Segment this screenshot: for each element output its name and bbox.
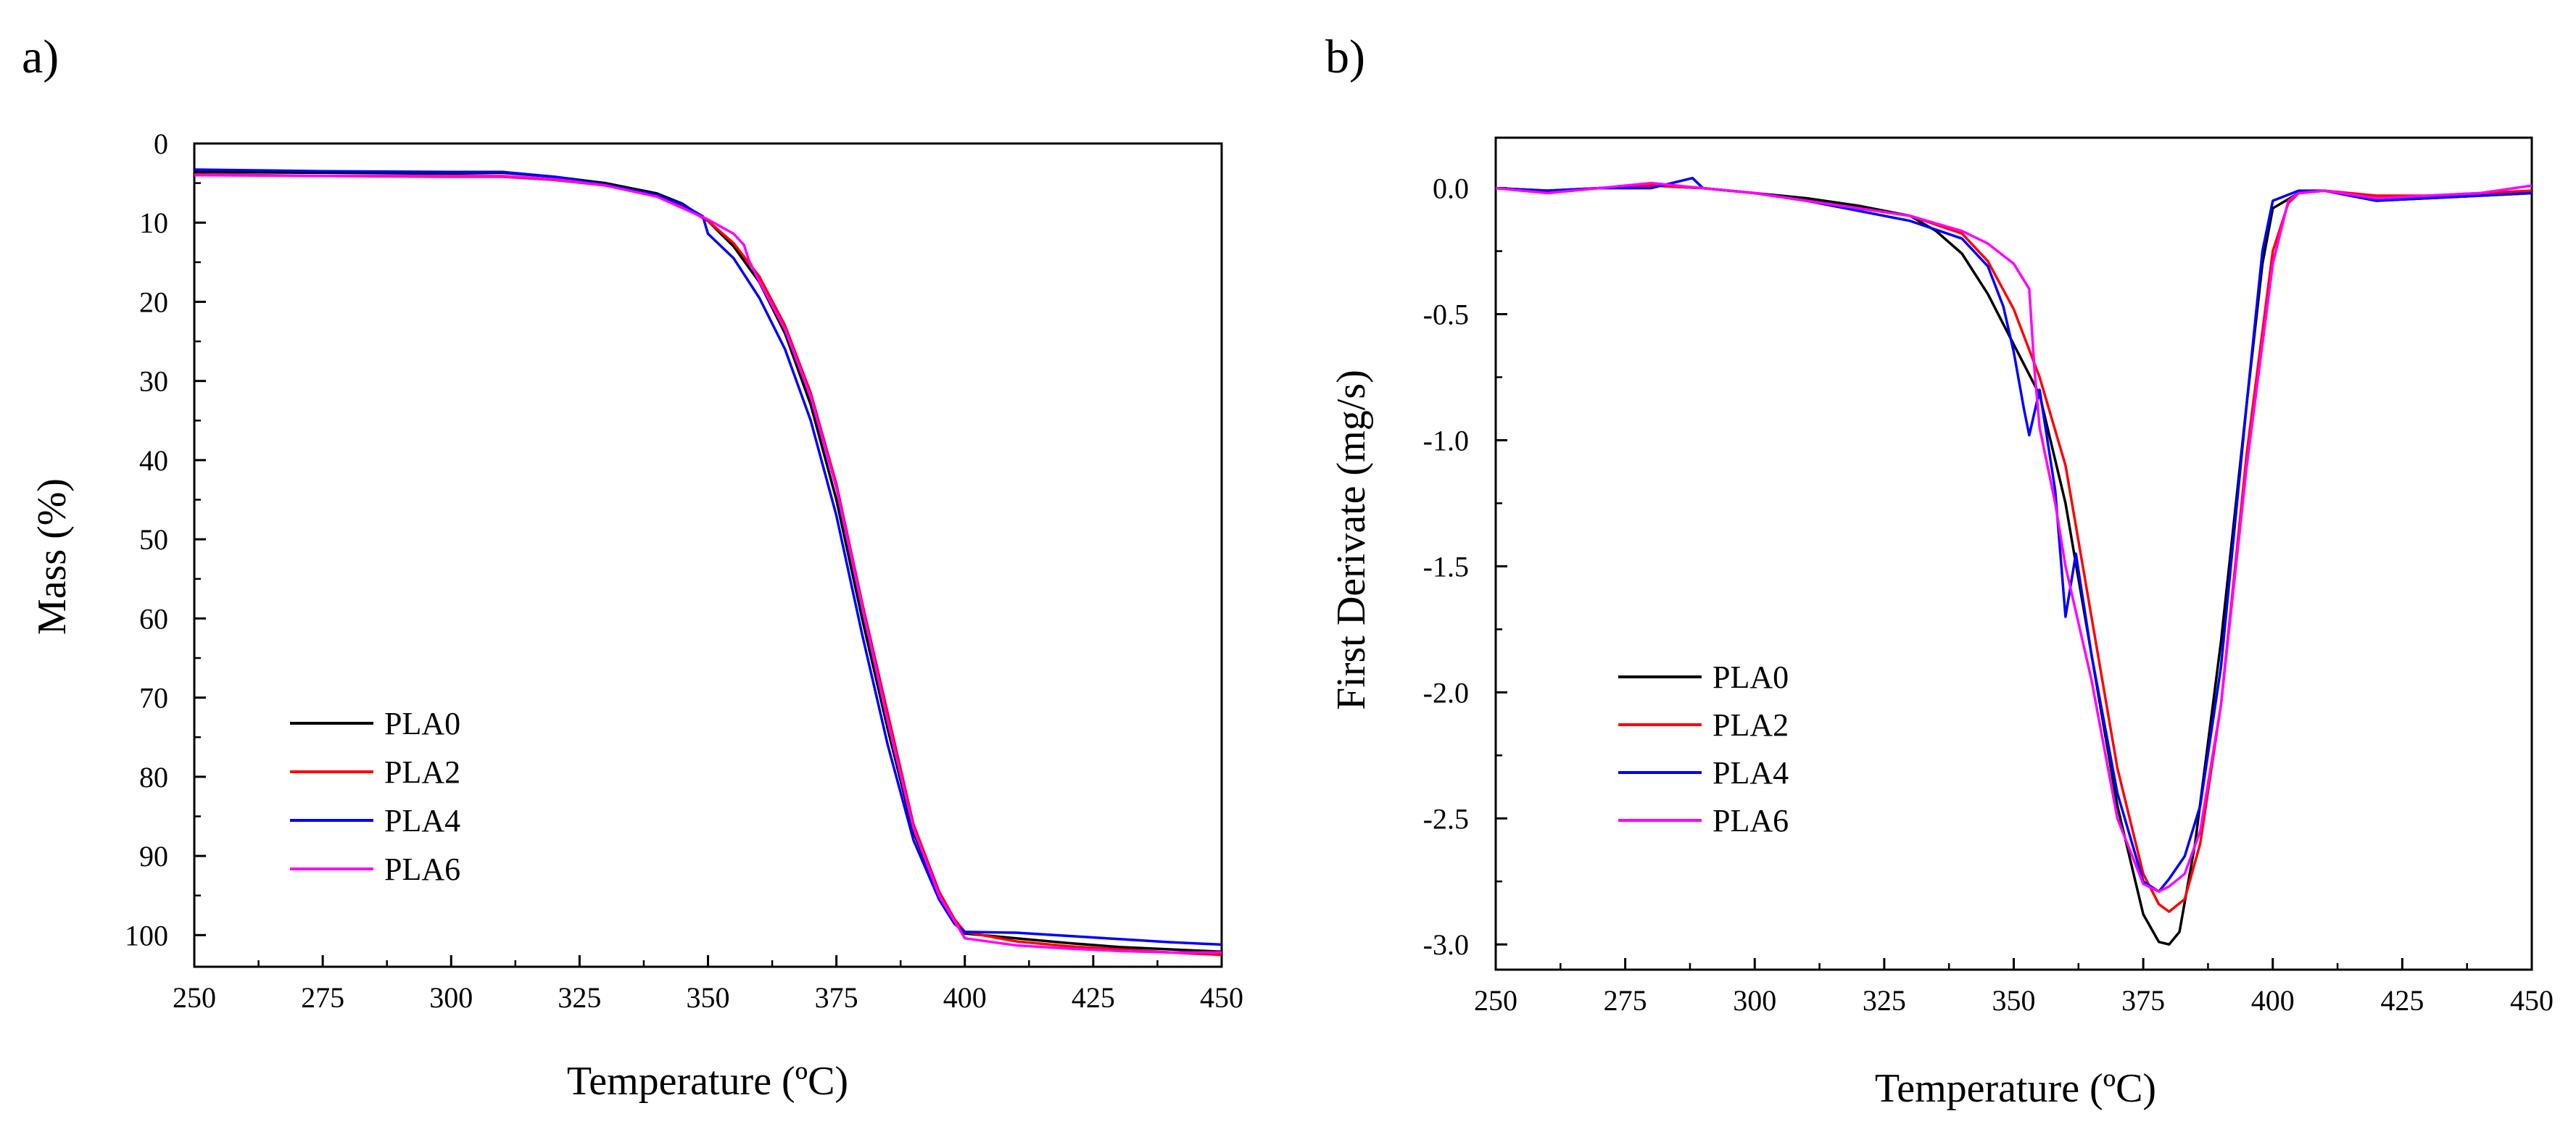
series-line-pla6	[194, 173, 1222, 954]
legend-label-pla4: PLA4	[1712, 755, 1789, 791]
chart-a-ylabel: Mass (%)	[30, 478, 75, 635]
x-tick-label-b: 250	[1474, 984, 1517, 1017]
y-tick-label-a: 30	[139, 365, 168, 398]
series-line-pla4	[1496, 176, 2532, 893]
chart-a-xlabel: Temperature (ºC)	[567, 1059, 848, 1104]
y-tick-label-b: -2.0	[1423, 676, 1469, 709]
panel-b: b) 250 275 300 325 350 375 400 425 450 0.0 -0.5 -1.…	[1325, 30, 2554, 1111]
chart-b-ylabel: First Derivate (mg/s)	[1329, 370, 1374, 710]
y-tick-label-a: 50	[139, 523, 168, 556]
series-line-pla2	[1496, 184, 2532, 913]
series-line-pla4	[194, 168, 1222, 946]
legend-label-pla0: PLA0	[1712, 659, 1789, 695]
legend-label-pla2: PLA2	[384, 754, 460, 790]
y-tick-label-a: 40	[139, 444, 168, 477]
y-tick-label-a: 100	[125, 919, 168, 952]
x-tick-label-a: 425	[1072, 981, 1115, 1014]
y-tick-label-b: -2.5	[1423, 802, 1469, 835]
x-tick-label-a: 350	[687, 981, 730, 1014]
x-tick-label-a: 375	[815, 981, 858, 1014]
y-tick-label-b: 0.0	[1433, 172, 1469, 205]
y-tick-label-a: 90	[139, 840, 168, 873]
x-tick-label-a: 250	[173, 981, 216, 1014]
x-tick-label-a: 325	[558, 981, 601, 1014]
y-tick-label-a: 10	[139, 207, 168, 239]
y-tick-label-a: 0	[154, 128, 168, 160]
x-tick-label-a: 400	[943, 981, 987, 1014]
x-tick-label-b: 275	[1604, 984, 1647, 1017]
x-tick-label-a: 275	[301, 981, 344, 1014]
y-tick-label-b: -1.5	[1423, 550, 1469, 583]
chart-a: 250 275 300 325 350 375 400 425 450 0 10 20 30 40 50 60…	[125, 128, 1243, 1014]
chart-b: 250 275 300 325 350 375 400 425 450 0.0 -0.5 -1.0 -1…	[1423, 136, 2554, 1017]
x-tick-label-a: 450	[1200, 981, 1243, 1014]
series-line-pla0	[194, 170, 1222, 953]
legend-label-pla6: PLA6	[384, 852, 460, 887]
y-tick-label-a: 80	[139, 761, 168, 794]
x-tick-label-b: 300	[1733, 984, 1776, 1017]
series-line-pla2	[194, 172, 1222, 957]
legend-label-pla0: PLA0	[384, 706, 460, 741]
x-tick-label-a: 300	[429, 981, 473, 1014]
legend-label-pla4: PLA4	[384, 803, 460, 838]
y-tick-label-a: 70	[139, 682, 168, 715]
panel-a: a) 250 275 300 325 350 375 400 425 450 0 10 20 30 40 5…	[22, 30, 1243, 1104]
x-tick-label-b: 325	[1863, 984, 1906, 1017]
panel-b-label: b)	[1325, 30, 1365, 83]
panel-a-label: a)	[22, 30, 59, 83]
y-tick-label-b: -3.0	[1423, 928, 1469, 961]
x-tick-label-b: 350	[1992, 984, 2036, 1017]
chart-b-xlabel: Temperature (ºC)	[1875, 1066, 2156, 1111]
x-tick-label-b: 400	[2251, 984, 2295, 1017]
plot-frame-a	[193, 142, 1223, 968]
y-tick-label-a: 60	[139, 602, 168, 635]
x-tick-label-b: 450	[2510, 984, 2554, 1017]
y-tick-label-b: -0.5	[1423, 299, 1469, 331]
series-line-pla0	[1496, 184, 2532, 946]
legend-label-pla2: PLA2	[1712, 707, 1789, 743]
x-tick-label-b: 375	[2121, 984, 2165, 1017]
y-tick-label-a: 20	[139, 286, 168, 318]
y-tick-label-b: -1.0	[1423, 424, 1469, 457]
x-tick-label-b: 425	[2380, 984, 2424, 1017]
legend-label-pla6: PLA6	[1712, 803, 1789, 838]
series-line-pla6	[1496, 181, 2532, 893]
